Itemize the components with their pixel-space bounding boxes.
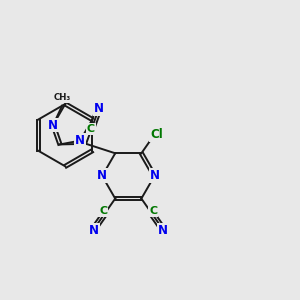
Text: N: N (94, 102, 103, 115)
Text: N: N (75, 134, 85, 147)
Text: N: N (89, 224, 99, 236)
Text: CH₃: CH₃ (54, 93, 71, 102)
Text: Cl: Cl (150, 128, 163, 141)
Text: N: N (97, 169, 107, 182)
Text: C: C (149, 206, 158, 216)
Text: C: C (99, 206, 107, 216)
Text: C: C (87, 124, 95, 134)
Text: N: N (48, 118, 58, 131)
Text: N: N (149, 169, 159, 182)
Text: N: N (158, 224, 168, 236)
